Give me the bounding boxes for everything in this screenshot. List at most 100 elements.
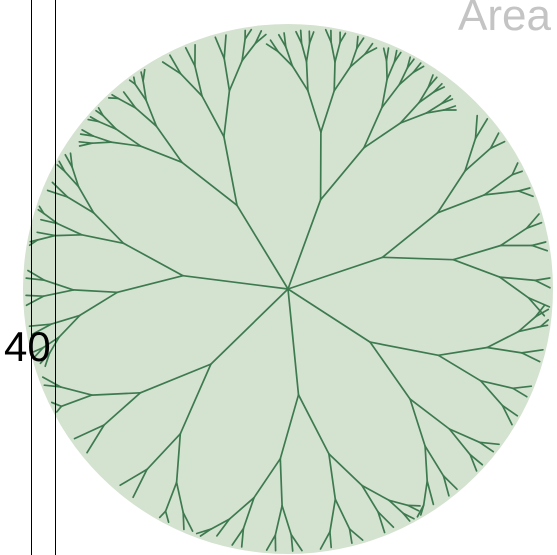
- branch-segment: [290, 533, 294, 552]
- branch-segment: [474, 118, 489, 140]
- branch-segment: [385, 59, 388, 81]
- branch-segment: [517, 187, 531, 192]
- branch-segment: [498, 276, 537, 282]
- branch-segment: [525, 213, 540, 230]
- branch-segment: [158, 510, 167, 519]
- branch-segment: [324, 28, 332, 43]
- branch-segment: [517, 315, 537, 333]
- branch-segment: [319, 146, 365, 201]
- branch-segment: [539, 319, 550, 328]
- branch-segment: [242, 496, 255, 530]
- branch-segment: [179, 363, 212, 435]
- branch-segment: [236, 204, 289, 290]
- branch-segment: [28, 323, 52, 328]
- branch-segment: [240, 527, 245, 548]
- branch-segment: [42, 289, 75, 298]
- branch-segment: [64, 153, 74, 169]
- branch-segment: [223, 135, 238, 207]
- branch-segment: [369, 341, 411, 400]
- branch-segment: [241, 42, 257, 62]
- branch-segment: [40, 218, 59, 225]
- branch-segment: [320, 89, 336, 133]
- branch-segment: [334, 498, 351, 530]
- branch-network: [25, 28, 551, 552]
- branch-segment: [43, 279, 75, 291]
- branch-segment: [115, 128, 142, 148]
- branch-segment: [210, 288, 289, 365]
- branch-segment: [142, 68, 146, 82]
- branch-segment: [333, 61, 336, 92]
- branch-segment: [25, 277, 46, 282]
- branch-segment: [111, 93, 119, 100]
- branch-segment: [386, 61, 396, 81]
- branch-segment: [71, 166, 80, 188]
- branch-segment: [214, 36, 226, 60]
- branch-segment: [399, 101, 420, 124]
- branch-segment: [424, 445, 429, 482]
- branch-segment: [51, 181, 69, 198]
- branch-segment: [102, 114, 117, 130]
- branch-segment: [426, 480, 435, 506]
- branch-segment: [216, 518, 231, 537]
- branch-segment: [479, 379, 514, 390]
- branch-segment: [398, 67, 409, 86]
- branch-segment: [534, 304, 546, 318]
- branch-segment: [254, 30, 263, 45]
- branch-segment: [339, 32, 347, 44]
- branch-segment: [525, 221, 543, 230]
- branch-segment: [41, 376, 62, 388]
- branch-segment: [511, 162, 519, 176]
- branch-segment: [223, 89, 231, 138]
- branch-segment: [279, 393, 300, 460]
- branch-segment: [92, 212, 125, 245]
- branch-segment: [478, 441, 500, 446]
- branch-segment: [437, 354, 482, 382]
- branch-segment: [479, 379, 504, 407]
- branch-segment: [330, 41, 336, 63]
- branch-segment: [464, 137, 477, 172]
- branch-segment: [334, 41, 341, 63]
- branch-segment: [355, 37, 365, 50]
- branch-segment: [38, 205, 45, 215]
- branch-segment: [418, 91, 435, 104]
- branch-segment: [117, 97, 137, 109]
- branch-segment: [377, 510, 386, 534]
- branch-segment: [381, 78, 388, 109]
- branch-segment: [254, 33, 267, 45]
- branch-segment: [265, 534, 277, 551]
- branch-segment: [269, 39, 279, 53]
- branch-segment: [399, 112, 428, 124]
- branch-segment: [388, 499, 409, 507]
- branch-segment: [25, 294, 45, 298]
- branch-segment: [527, 297, 551, 308]
- branch-segment: [279, 457, 283, 507]
- branch-segment: [277, 33, 287, 48]
- branch-segment: [520, 348, 544, 354]
- branch-segment: [169, 54, 182, 75]
- branch-segment: [489, 132, 500, 150]
- branch-segment: [517, 190, 534, 198]
- branch-segment: [46, 189, 69, 198]
- branch-segment: [291, 65, 309, 92]
- branch-segment: [55, 405, 63, 413]
- branch-segment: [355, 35, 359, 50]
- branch-segment: [281, 504, 293, 536]
- vertical-rule-left: [31, 0, 32, 555]
- branch-segment: [92, 135, 112, 143]
- branch-segment: [385, 47, 390, 62]
- branch-segment: [499, 227, 528, 247]
- branch-segment: [122, 242, 184, 277]
- branch-segment: [223, 34, 227, 60]
- branch-segment: [406, 58, 415, 69]
- branch-segment: [486, 330, 520, 349]
- branch-segment: [483, 190, 520, 196]
- branch-segment: [54, 233, 83, 237]
- branch-segment: [381, 83, 401, 109]
- branch-segment: [520, 352, 541, 363]
- branch-segment: [307, 89, 322, 133]
- branch-segment: [329, 530, 333, 549]
- branch-segment: [369, 341, 440, 357]
- branch-segment: [442, 475, 450, 497]
